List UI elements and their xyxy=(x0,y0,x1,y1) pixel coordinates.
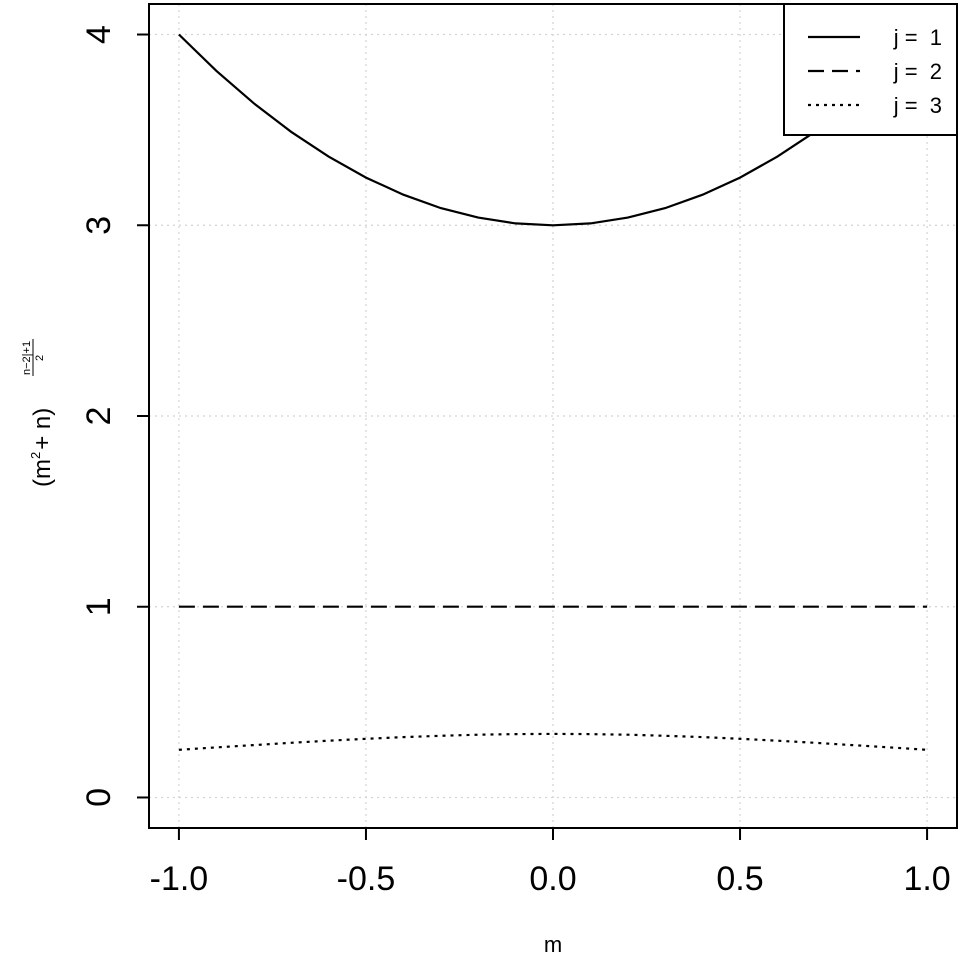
y-axis-label-exponent-denominator: 2 xyxy=(34,355,46,361)
y-tick-label: 0 xyxy=(80,788,118,807)
axis-tick-labels: -1.0 -0.5 0.0 0.5 1.0 0 1 2 3 4 xyxy=(80,25,951,898)
x-tick-label: 1.0 xyxy=(903,860,950,898)
series-line-1 xyxy=(178,33,928,227)
series-layer xyxy=(178,33,928,751)
legend-label-2: j = 2 xyxy=(893,59,942,84)
y-axis-label-middle: + n) xyxy=(29,408,56,450)
y-tick-label: 3 xyxy=(80,216,118,235)
x-tick-label: -1.0 xyxy=(150,860,209,898)
y-tick-label: 2 xyxy=(80,407,118,426)
y-tick-label: 1 xyxy=(80,597,118,616)
svg-text:(m2+ n): (m2 + n) xyxy=(28,408,56,487)
x-tick-label: 0.0 xyxy=(529,860,576,898)
y-axis-label-exponent-numerator: n−2|+1 xyxy=(21,341,33,375)
x-tick-label: -0.5 xyxy=(337,860,396,898)
legend-label-1: j = 1 xyxy=(893,25,942,50)
legend: j = 1 j = 2 j = 3 xyxy=(783,3,958,136)
legend-label-3: j = 3 xyxy=(893,93,942,118)
x-axis-label: m xyxy=(544,932,562,957)
legend-box xyxy=(783,3,958,136)
series-line-3 xyxy=(178,732,928,751)
y-axis-label-superscript: 2 xyxy=(28,452,43,459)
y-axis-label: (m2+ n) n−2|+1 2 xyxy=(21,339,56,487)
y-axis-label-open: (m xyxy=(29,459,56,487)
axis-ticks xyxy=(137,33,929,840)
y-tick-label: 4 xyxy=(80,25,118,44)
x-tick-label: 0.5 xyxy=(716,860,763,898)
